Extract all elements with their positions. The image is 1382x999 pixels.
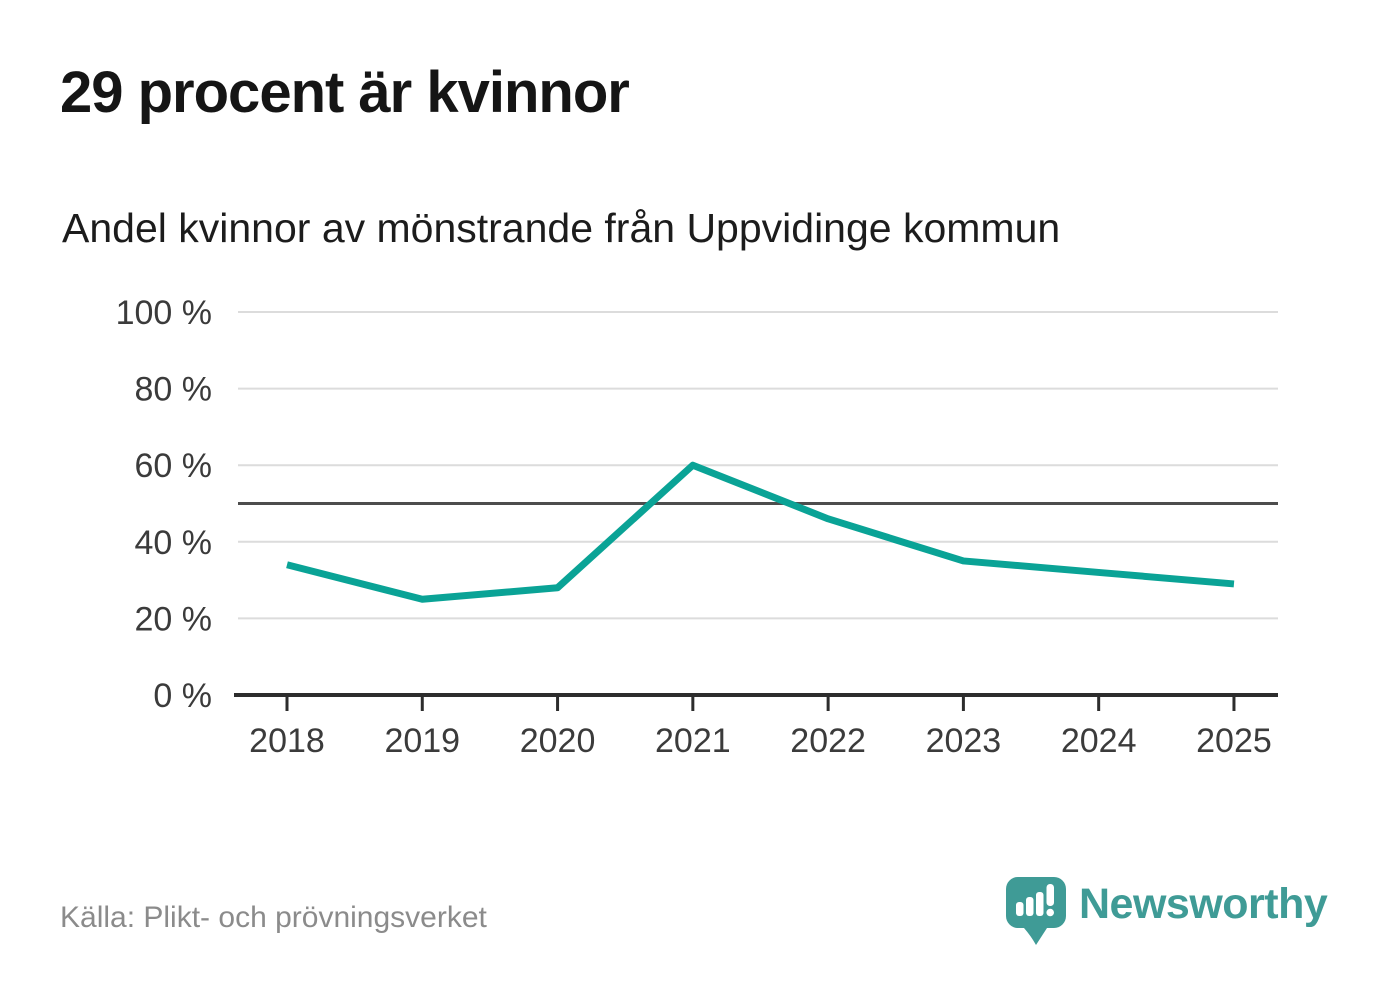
y-axis-label: 60 % — [135, 447, 213, 485]
x-axis-label: 2018 — [249, 722, 325, 760]
chart-subtitle: Andel kvinnor av mönstrande från Uppvidi… — [62, 205, 1061, 251]
x-axis-label: 2025 — [1196, 722, 1272, 760]
x-axis-label: 2019 — [384, 722, 460, 760]
x-axis-label: 2023 — [926, 722, 1002, 760]
page-title: 29 procent är kvinnor — [60, 60, 630, 125]
x-axis-label: 2021 — [655, 722, 731, 760]
source-note: Källa: Plikt- och prövningsverket — [60, 901, 487, 934]
data-line — [286, 461, 1235, 603]
y-axis-label: 100 % — [116, 294, 212, 332]
x-axis-label: 2020 — [520, 722, 596, 760]
newsworthy-logo: Newsworthy — [1005, 876, 1328, 948]
newsworthy-wordmark: Newsworthy — [1079, 880, 1328, 928]
newsworthy-logo-icon — [1006, 877, 1066, 945]
y-axis-label: 20 % — [135, 600, 213, 638]
x-axis-label: 2024 — [1061, 722, 1137, 760]
y-axis-label: 80 % — [135, 371, 213, 409]
y-axis-label: 0 % — [153, 677, 212, 715]
y-axis-label: 40 % — [135, 524, 213, 562]
x-axis-label: 2022 — [790, 722, 866, 760]
